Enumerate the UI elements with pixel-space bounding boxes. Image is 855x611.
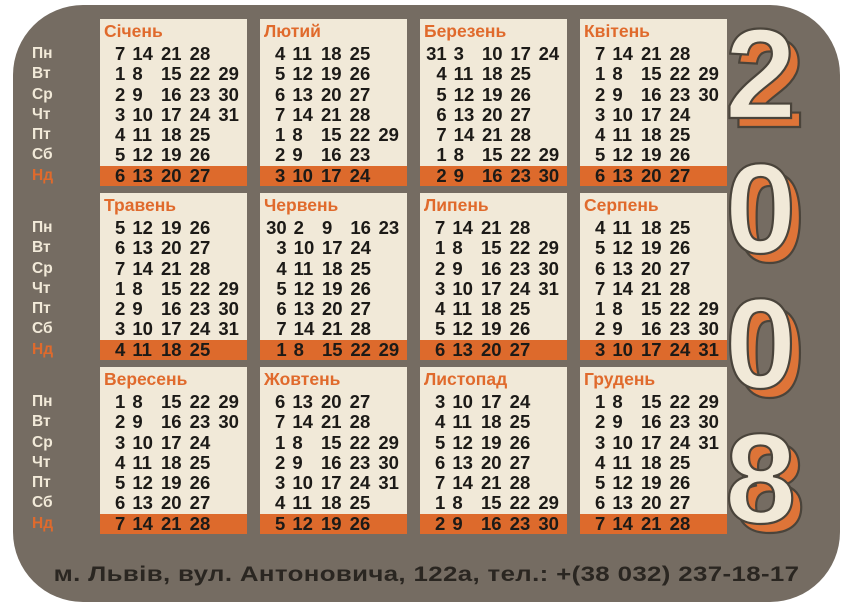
svg-text:8: 8 [725, 408, 796, 551]
svg-text:0: 0 [725, 273, 796, 416]
svg-text:0: 0 [725, 138, 796, 281]
svg-text:2: 2 [725, 5, 796, 146]
